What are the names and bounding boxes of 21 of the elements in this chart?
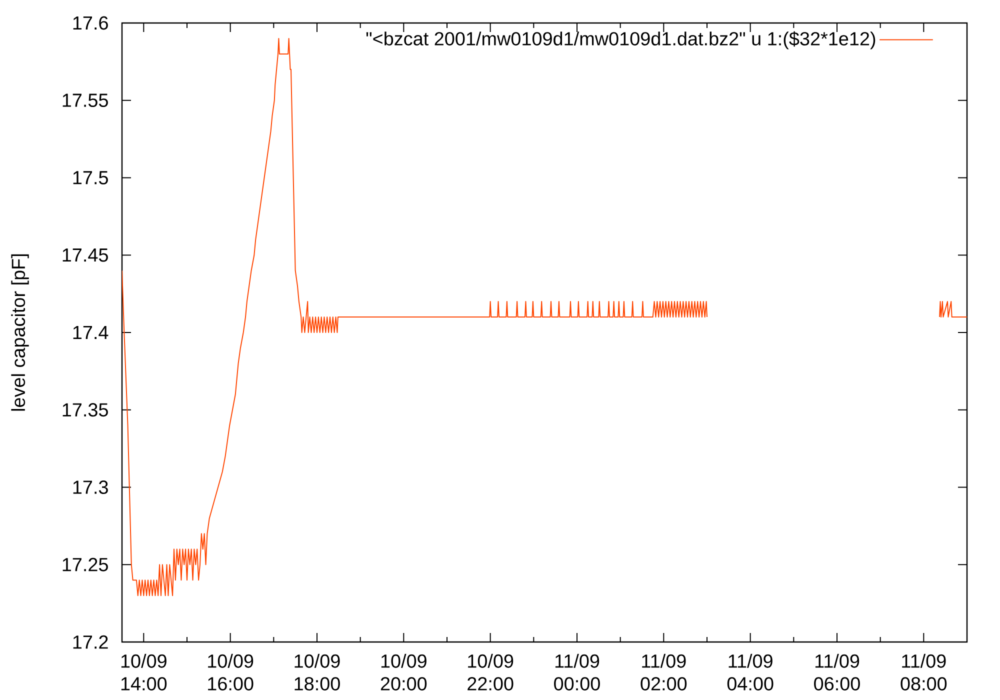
x-tick-label: 11/09 04:00	[727, 654, 774, 690]
y-tick-label: 17.45	[62, 248, 108, 262]
y-tick-label: 17.55	[62, 94, 108, 107]
x-tick-label: 10/09 14:00	[121, 654, 167, 690]
y-tick-label: 17.3	[73, 480, 108, 494]
legend-label: "<bzcat 2001/mw0109d1/mw0109d1.dat.bz2" u 1:($32*1e12)	[366, 31, 876, 50]
y-tick-label: 17.4	[73, 326, 108, 340]
x-tick-label: 11/09 06:00	[814, 654, 860, 690]
y-tick-label: 17.35	[62, 403, 108, 417]
x-tick-label: 11/09 08:00	[900, 654, 947, 690]
y-tick-label: 17.6	[73, 16, 108, 30]
x-tick-label: 10/09 20:00	[380, 654, 427, 690]
y-tick-label: 17.2	[73, 635, 108, 649]
x-tick-label: 11/09 02:00	[640, 654, 687, 690]
x-tick-label: 10/09 16:00	[208, 654, 254, 690]
y-axis-title: level capacitor [pF]	[11, 254, 29, 411]
y-tick-label: 17.5	[73, 171, 108, 184]
x-tick-label: 10/09 22:00	[468, 654, 514, 690]
x-tick-label: 11/09 00:00	[554, 654, 600, 690]
y-tick-label: 17.25	[62, 558, 108, 572]
x-tick-label: 10/09 18:00	[294, 654, 340, 690]
